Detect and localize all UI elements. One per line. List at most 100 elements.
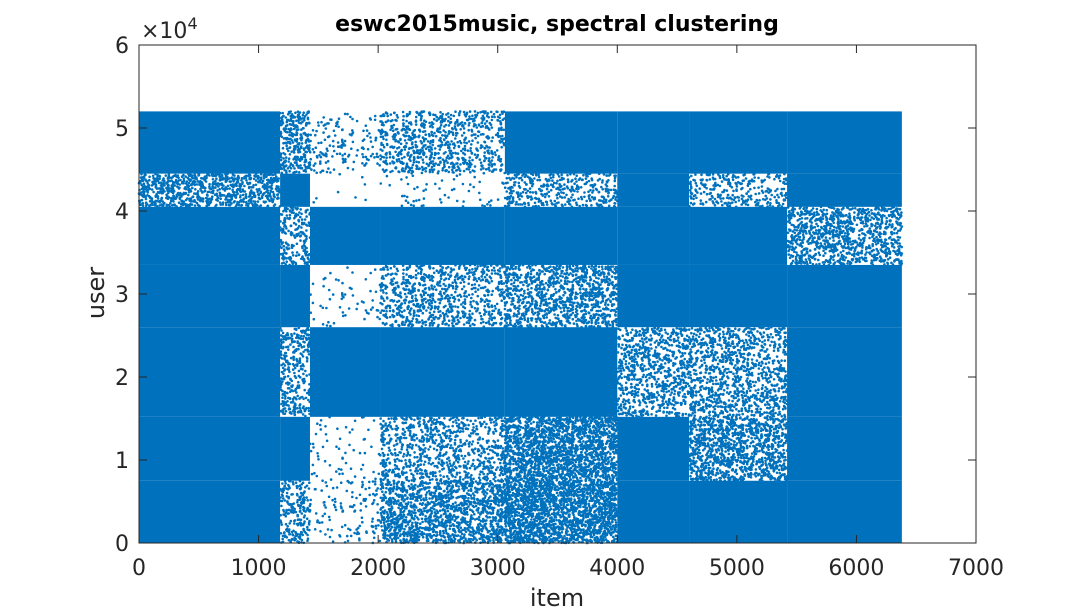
- data-point: [531, 538, 534, 541]
- data-point: [393, 510, 396, 514]
- data-point: [435, 478, 438, 482]
- data-point: [496, 503, 500, 507]
- data-point: [506, 503, 510, 507]
- data-point: [419, 495, 423, 499]
- data-point: [560, 481, 563, 485]
- data-point: [383, 517, 387, 521]
- data-point: [589, 491, 592, 495]
- data-point: [392, 417, 396, 420]
- data-point: [511, 506, 514, 509]
- data-point: [432, 533, 436, 537]
- data-point: [498, 494, 501, 497]
- data-point: [504, 483, 507, 487]
- data-point: [467, 489, 470, 492]
- data-point: [390, 525, 394, 529]
- data-point: [409, 510, 412, 513]
- data-point: [452, 449, 456, 452]
- data-point: [492, 450, 495, 454]
- data-point: [299, 522, 303, 525]
- data-point: [446, 457, 449, 461]
- data-point: [312, 446, 315, 449]
- data-point: [518, 489, 522, 492]
- data-point: [596, 520, 599, 524]
- data-point: [489, 464, 492, 467]
- data-point: [443, 432, 447, 435]
- data-point: [429, 426, 433, 430]
- data-point: [412, 517, 415, 520]
- data-point: [449, 417, 453, 420]
- data-point: [508, 506, 511, 510]
- data-point: [607, 530, 611, 534]
- data-point: [572, 483, 576, 487]
- data-point: [383, 453, 386, 457]
- data-point: [467, 434, 471, 437]
- data-point: [404, 462, 408, 466]
- data-point: [543, 483, 547, 487]
- data-point: [603, 505, 607, 509]
- data-point: [537, 485, 541, 488]
- data-point: [348, 443, 351, 447]
- data-point: [398, 451, 401, 454]
- data-point: [453, 479, 457, 482]
- data-point: [477, 511, 480, 514]
- data-point: [470, 473, 473, 477]
- data-point: [291, 503, 294, 506]
- data-point: [463, 533, 466, 536]
- data-point: [466, 462, 470, 466]
- data-point: [521, 498, 525, 502]
- data-point: [392, 517, 395, 521]
- data-point: [599, 510, 602, 513]
- data-point: [574, 533, 578, 536]
- data-point: [287, 495, 290, 499]
- data-point: [413, 418, 416, 422]
- data-point: [392, 521, 395, 525]
- data-point: [464, 476, 467, 479]
- data-point: [286, 525, 290, 528]
- data-point: [463, 526, 467, 530]
- data-point: [558, 491, 562, 494]
- data-point: [379, 478, 383, 482]
- data-point: [499, 431, 502, 435]
- data-point: [407, 530, 410, 533]
- data-point: [477, 531, 481, 535]
- data-point: [418, 483, 422, 487]
- data-point: [299, 501, 303, 505]
- data-point: [516, 530, 520, 534]
- data-point: [424, 514, 427, 518]
- data-point: [603, 529, 607, 533]
- data-point: [435, 448, 439, 452]
- data-point: [300, 538, 304, 542]
- data-point: [428, 497, 431, 500]
- data-point: [531, 514, 535, 518]
- data-point: [345, 534, 349, 538]
- data-point: [447, 477, 451, 481]
- data-point: [447, 493, 450, 497]
- data-point: [417, 539, 421, 542]
- data-point: [465, 492, 469, 495]
- data-point: [417, 535, 421, 539]
- dense-block: [617, 480, 690, 543]
- data-point: [591, 535, 594, 539]
- data-point: [457, 427, 461, 430]
- data-point: [485, 466, 488, 469]
- data-point: [542, 511, 546, 515]
- data-point: [364, 497, 368, 501]
- data-point: [450, 486, 454, 489]
- data-point: [385, 429, 388, 432]
- data-point: [450, 494, 453, 498]
- data-point: [364, 505, 368, 508]
- data-point: [367, 428, 370, 432]
- data-point: [486, 488, 489, 491]
- data-point: [606, 511, 609, 515]
- data-point: [382, 493, 386, 497]
- data-point: [585, 531, 588, 535]
- data-point: [539, 489, 542, 492]
- data-point: [495, 452, 499, 456]
- data-point: [424, 469, 427, 472]
- data-point: [363, 437, 367, 441]
- data-point: [425, 474, 428, 477]
- data-point: [379, 422, 383, 426]
- data-point: [567, 484, 571, 488]
- data-point: [489, 522, 493, 526]
- data-point: [279, 513, 283, 517]
